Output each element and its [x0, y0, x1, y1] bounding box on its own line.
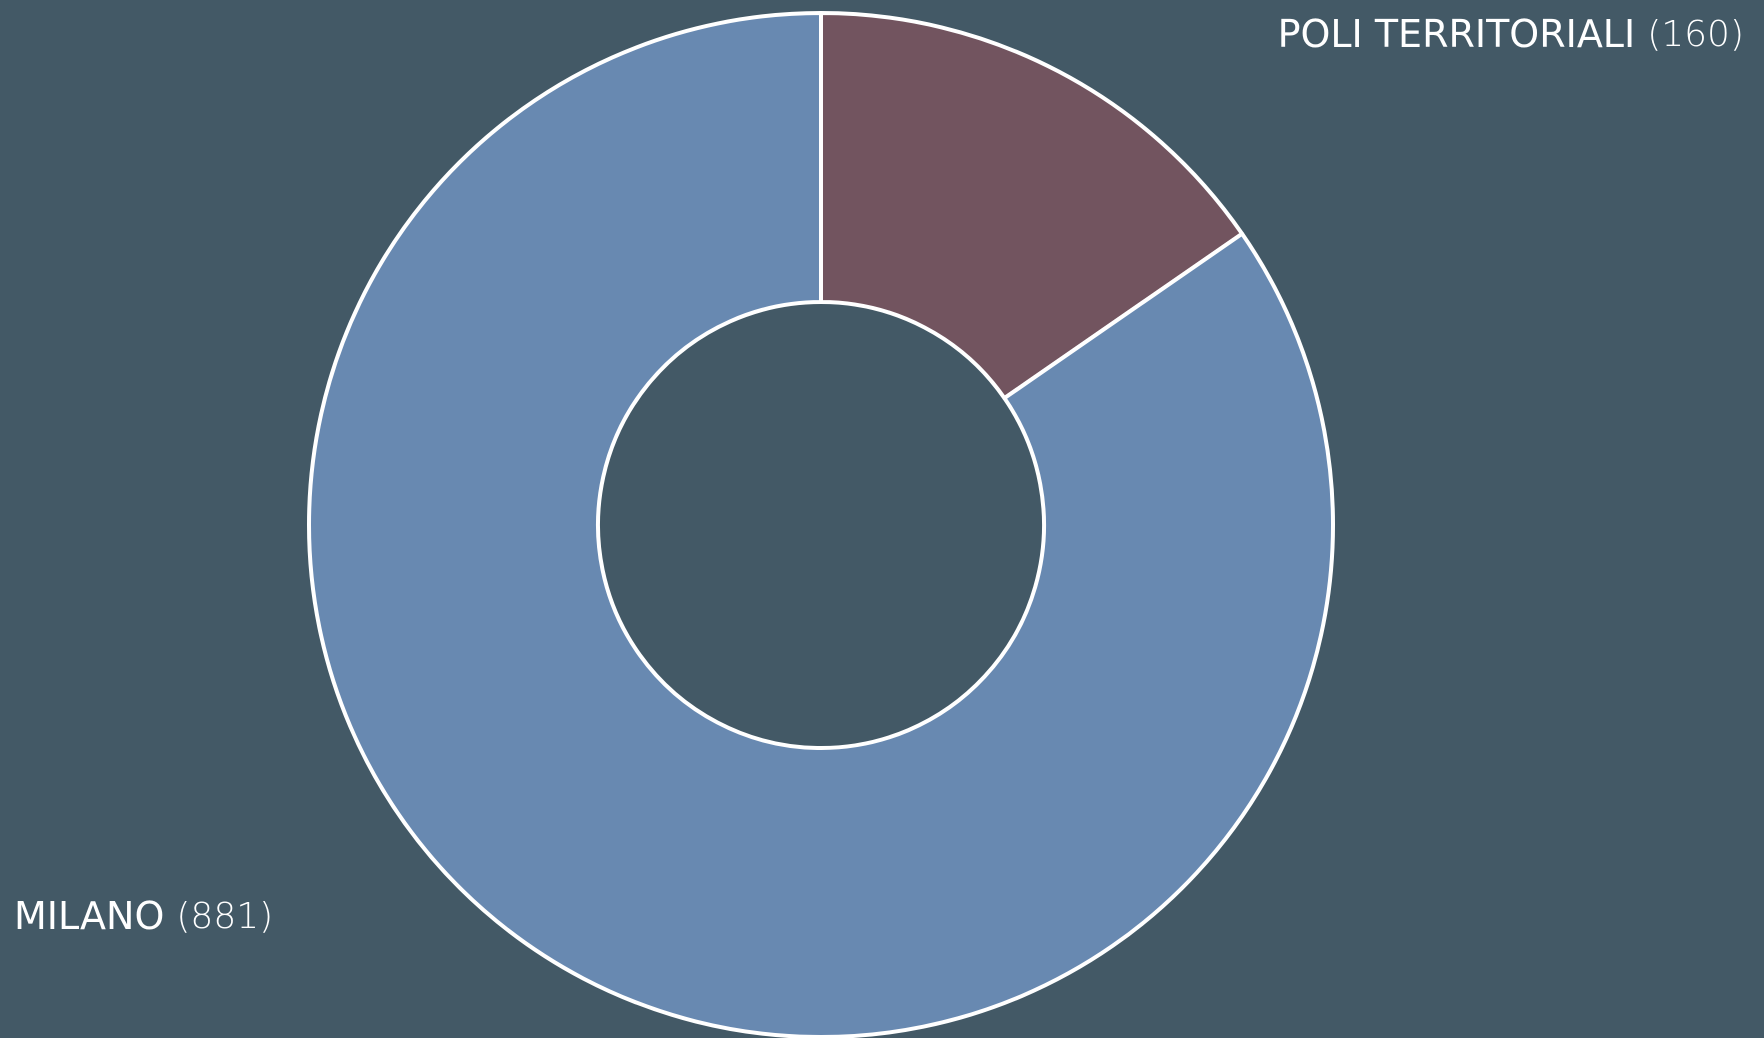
- donut-slice: [307, 11, 1335, 1038]
- slice-label: MILANO (881): [14, 894, 273, 938]
- slice-label: POLI TERRITORIALI (160): [1278, 12, 1744, 56]
- slice-category: POLI TERRITORIALI: [1278, 12, 1636, 56]
- slice-value: (160): [1647, 14, 1744, 55]
- slice-value: (881): [176, 896, 273, 937]
- donut-slice: [819, 11, 1245, 401]
- slice-category: MILANO: [14, 894, 164, 938]
